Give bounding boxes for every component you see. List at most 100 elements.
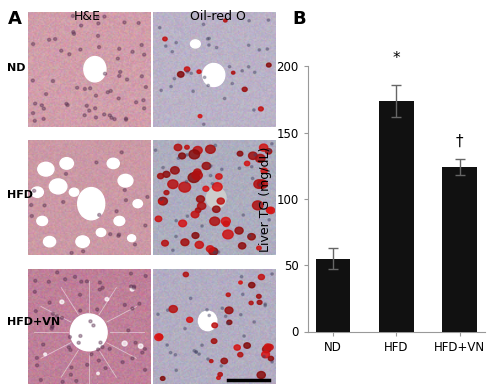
Ellipse shape: [204, 76, 206, 78]
Ellipse shape: [105, 298, 108, 301]
Ellipse shape: [32, 189, 35, 192]
Ellipse shape: [254, 154, 256, 156]
Ellipse shape: [50, 327, 53, 330]
Ellipse shape: [61, 380, 64, 383]
Ellipse shape: [144, 275, 147, 277]
Ellipse shape: [74, 379, 78, 383]
Ellipse shape: [103, 15, 106, 18]
Ellipse shape: [124, 117, 128, 120]
Ellipse shape: [142, 107, 146, 110]
Ellipse shape: [86, 280, 88, 283]
Ellipse shape: [70, 314, 107, 351]
Ellipse shape: [80, 280, 83, 283]
Ellipse shape: [127, 329, 130, 332]
Ellipse shape: [42, 343, 44, 346]
Ellipse shape: [226, 323, 229, 325]
Ellipse shape: [261, 232, 264, 235]
Ellipse shape: [220, 168, 223, 170]
Ellipse shape: [186, 317, 192, 323]
Ellipse shape: [155, 216, 162, 222]
Ellipse shape: [256, 294, 261, 298]
Ellipse shape: [158, 174, 164, 179]
Ellipse shape: [117, 97, 120, 100]
Ellipse shape: [217, 198, 224, 204]
Ellipse shape: [227, 320, 232, 324]
Ellipse shape: [126, 78, 128, 81]
Ellipse shape: [184, 67, 190, 71]
Ellipse shape: [175, 41, 178, 44]
Ellipse shape: [248, 44, 250, 46]
Ellipse shape: [202, 123, 205, 126]
Ellipse shape: [192, 90, 194, 92]
Ellipse shape: [104, 367, 107, 370]
Ellipse shape: [240, 314, 242, 316]
Ellipse shape: [216, 174, 222, 179]
Ellipse shape: [267, 19, 270, 21]
Ellipse shape: [169, 305, 177, 312]
Ellipse shape: [80, 24, 82, 27]
Ellipse shape: [50, 179, 67, 194]
Ellipse shape: [198, 115, 202, 118]
Ellipse shape: [160, 377, 165, 380]
Ellipse shape: [123, 189, 126, 191]
Ellipse shape: [208, 314, 210, 317]
Ellipse shape: [223, 221, 230, 227]
Ellipse shape: [212, 339, 217, 344]
Ellipse shape: [132, 285, 136, 288]
Ellipse shape: [258, 107, 263, 111]
Ellipse shape: [203, 186, 209, 191]
Ellipse shape: [248, 20, 250, 22]
Ellipse shape: [198, 311, 217, 331]
Ellipse shape: [228, 66, 231, 68]
Ellipse shape: [118, 48, 121, 50]
Ellipse shape: [118, 233, 120, 236]
Ellipse shape: [99, 341, 102, 344]
Ellipse shape: [60, 158, 74, 169]
Ellipse shape: [242, 293, 244, 296]
Ellipse shape: [260, 144, 268, 151]
Ellipse shape: [34, 102, 36, 105]
Ellipse shape: [158, 197, 168, 205]
Ellipse shape: [113, 118, 116, 121]
Ellipse shape: [195, 241, 203, 248]
Ellipse shape: [94, 94, 98, 97]
Ellipse shape: [106, 91, 110, 94]
Ellipse shape: [52, 80, 54, 82]
Ellipse shape: [32, 112, 34, 115]
Ellipse shape: [77, 341, 80, 344]
Ellipse shape: [156, 334, 162, 339]
Ellipse shape: [128, 235, 136, 242]
Ellipse shape: [33, 291, 36, 293]
Ellipse shape: [98, 359, 100, 362]
Ellipse shape: [34, 279, 37, 282]
Ellipse shape: [258, 180, 268, 188]
Ellipse shape: [221, 307, 224, 309]
Ellipse shape: [133, 200, 142, 208]
Ellipse shape: [79, 335, 82, 337]
Y-axis label: Liver TG (mg/dL): Liver TG (mg/dL): [259, 146, 272, 252]
Ellipse shape: [138, 302, 141, 305]
Ellipse shape: [90, 353, 93, 356]
Ellipse shape: [237, 151, 243, 156]
Ellipse shape: [238, 281, 242, 284]
Ellipse shape: [56, 271, 59, 274]
Ellipse shape: [193, 349, 196, 352]
Ellipse shape: [44, 93, 48, 96]
Ellipse shape: [98, 213, 101, 216]
Ellipse shape: [164, 45, 167, 47]
Ellipse shape: [70, 252, 73, 254]
Ellipse shape: [206, 309, 208, 311]
Text: Oil-red O: Oil-red O: [190, 10, 246, 23]
Ellipse shape: [218, 372, 222, 376]
Ellipse shape: [184, 145, 189, 149]
Text: ND: ND: [8, 63, 26, 73]
Ellipse shape: [271, 361, 274, 363]
Ellipse shape: [259, 184, 262, 186]
Ellipse shape: [220, 365, 222, 367]
Ellipse shape: [257, 300, 262, 305]
Ellipse shape: [101, 346, 104, 349]
Ellipse shape: [197, 70, 201, 73]
Ellipse shape: [115, 210, 118, 213]
Ellipse shape: [202, 23, 204, 25]
Ellipse shape: [60, 49, 62, 52]
